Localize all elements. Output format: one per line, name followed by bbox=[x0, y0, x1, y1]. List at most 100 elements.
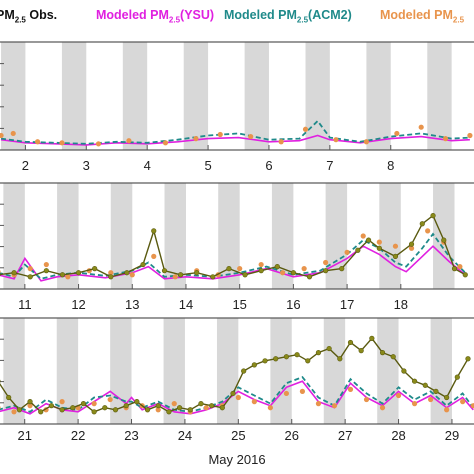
series-obs-point bbox=[470, 403, 474, 409]
series-obs-point bbox=[0, 406, 1, 410]
series-obs-point bbox=[425, 228, 431, 234]
series-dark-point bbox=[251, 362, 257, 368]
series-dark-point bbox=[16, 407, 22, 413]
series-obs-point bbox=[331, 403, 338, 409]
series-dark-point bbox=[209, 403, 215, 409]
series-dark-point bbox=[408, 241, 415, 247]
series-obs-point bbox=[333, 137, 339, 143]
series-dark-point bbox=[294, 352, 300, 358]
x-tick-label: 14 bbox=[179, 297, 193, 312]
x-tick-label: 21 bbox=[17, 428, 31, 443]
series-obs-point bbox=[408, 245, 415, 251]
series-obs-point bbox=[172, 274, 178, 280]
series-dark-point bbox=[323, 268, 329, 274]
x-tick-label: 3 bbox=[83, 158, 90, 173]
series-dark-point bbox=[43, 268, 49, 274]
series-dark-point bbox=[230, 390, 236, 397]
series-dark-point bbox=[376, 245, 382, 251]
night-band bbox=[430, 318, 452, 424]
legend-acm2: Modeled PM2.5(ACM2) bbox=[224, 8, 352, 25]
night-band bbox=[61, 42, 87, 150]
series-obs-point bbox=[91, 401, 97, 407]
series-dark-point bbox=[59, 272, 66, 278]
series-obs-point bbox=[151, 253, 157, 259]
series-obs-point bbox=[344, 249, 350, 255]
series-acm2-line bbox=[0, 376, 474, 413]
series-dark-point bbox=[80, 401, 87, 407]
x-tick-label: 2 bbox=[22, 158, 29, 173]
series-dark-point bbox=[419, 221, 425, 227]
series-dark-point bbox=[306, 274, 313, 280]
series-obs-point bbox=[162, 140, 169, 146]
series-dark-point bbox=[422, 382, 428, 388]
series-obs-point bbox=[237, 266, 243, 272]
night-band bbox=[244, 42, 269, 150]
series-dark-point bbox=[112, 407, 119, 413]
series-obs-point bbox=[444, 407, 450, 413]
series-obs-point bbox=[323, 259, 329, 266]
series-dark-point bbox=[59, 407, 65, 413]
series-obs-point bbox=[315, 401, 322, 407]
series-obs-point bbox=[280, 270, 286, 276]
series-obs-point bbox=[258, 261, 264, 268]
series-dark-point bbox=[166, 409, 172, 415]
series-dark-point bbox=[430, 213, 436, 219]
series-dark-point bbox=[219, 405, 225, 411]
night-band bbox=[163, 318, 185, 424]
series-obs-point bbox=[95, 141, 102, 147]
series-dark-point bbox=[326, 345, 332, 352]
series-obs-point bbox=[65, 274, 71, 280]
series-acm2-line bbox=[0, 232, 466, 280]
series-dark-point bbox=[358, 348, 364, 354]
night-band bbox=[427, 42, 452, 150]
series-ysu-line bbox=[0, 134, 470, 146]
series-dark-point bbox=[91, 409, 97, 415]
series-obs-point bbox=[457, 264, 463, 270]
series-obs-point bbox=[302, 126, 309, 132]
series-obs-point bbox=[34, 139, 41, 145]
series-obs-point bbox=[363, 396, 370, 403]
series-dark-point bbox=[187, 407, 193, 413]
legend-obs: PM2.5 Obs. bbox=[0, 8, 58, 25]
series-dark-point bbox=[178, 272, 184, 278]
series-obs-point bbox=[27, 266, 33, 272]
night-band bbox=[377, 318, 399, 424]
series-obs-point bbox=[278, 139, 284, 145]
x-tick-label: 5 bbox=[204, 158, 211, 173]
x-tick-label: 18 bbox=[394, 297, 408, 312]
series-dark-point bbox=[274, 264, 280, 270]
series-dark-point bbox=[337, 356, 343, 362]
series-obs-point bbox=[392, 243, 399, 249]
panel-frame-3 bbox=[0, 317, 474, 425]
series-dark-point bbox=[123, 403, 129, 409]
night-band bbox=[216, 318, 239, 424]
night-band bbox=[325, 183, 348, 289]
series-dark-point bbox=[355, 247, 361, 253]
series-dark-point bbox=[283, 354, 290, 360]
series-dark-point bbox=[11, 270, 17, 276]
series-dark-point bbox=[92, 266, 98, 272]
series-dark-point bbox=[102, 405, 108, 411]
series-dark-point bbox=[134, 399, 140, 405]
series-dark-point bbox=[433, 388, 439, 395]
series-obs-point bbox=[428, 396, 434, 403]
series-obs-point bbox=[235, 394, 241, 401]
panel-frame-2 bbox=[0, 182, 474, 290]
series-dark-point bbox=[144, 407, 151, 413]
x-tick-label: 15 bbox=[232, 297, 246, 312]
series-dark-point bbox=[305, 358, 311, 364]
series-obs-point bbox=[11, 409, 17, 415]
x-tick-label: 13 bbox=[125, 297, 139, 312]
night-band bbox=[379, 183, 401, 289]
legend-ysu: Modeled PM2.5(YSU) bbox=[96, 8, 215, 25]
series-ysu-line bbox=[0, 245, 466, 282]
series-obs-point bbox=[283, 390, 290, 397]
legend-obs-modeled: Modeled PM2.5 bbox=[380, 8, 465, 25]
series-acm2-line bbox=[0, 119, 470, 145]
series-dark-point bbox=[379, 350, 386, 356]
series-dark-point bbox=[339, 266, 345, 272]
series-obs-point bbox=[442, 136, 449, 142]
series-dark-point bbox=[465, 356, 471, 362]
series-obs-point bbox=[347, 386, 354, 392]
